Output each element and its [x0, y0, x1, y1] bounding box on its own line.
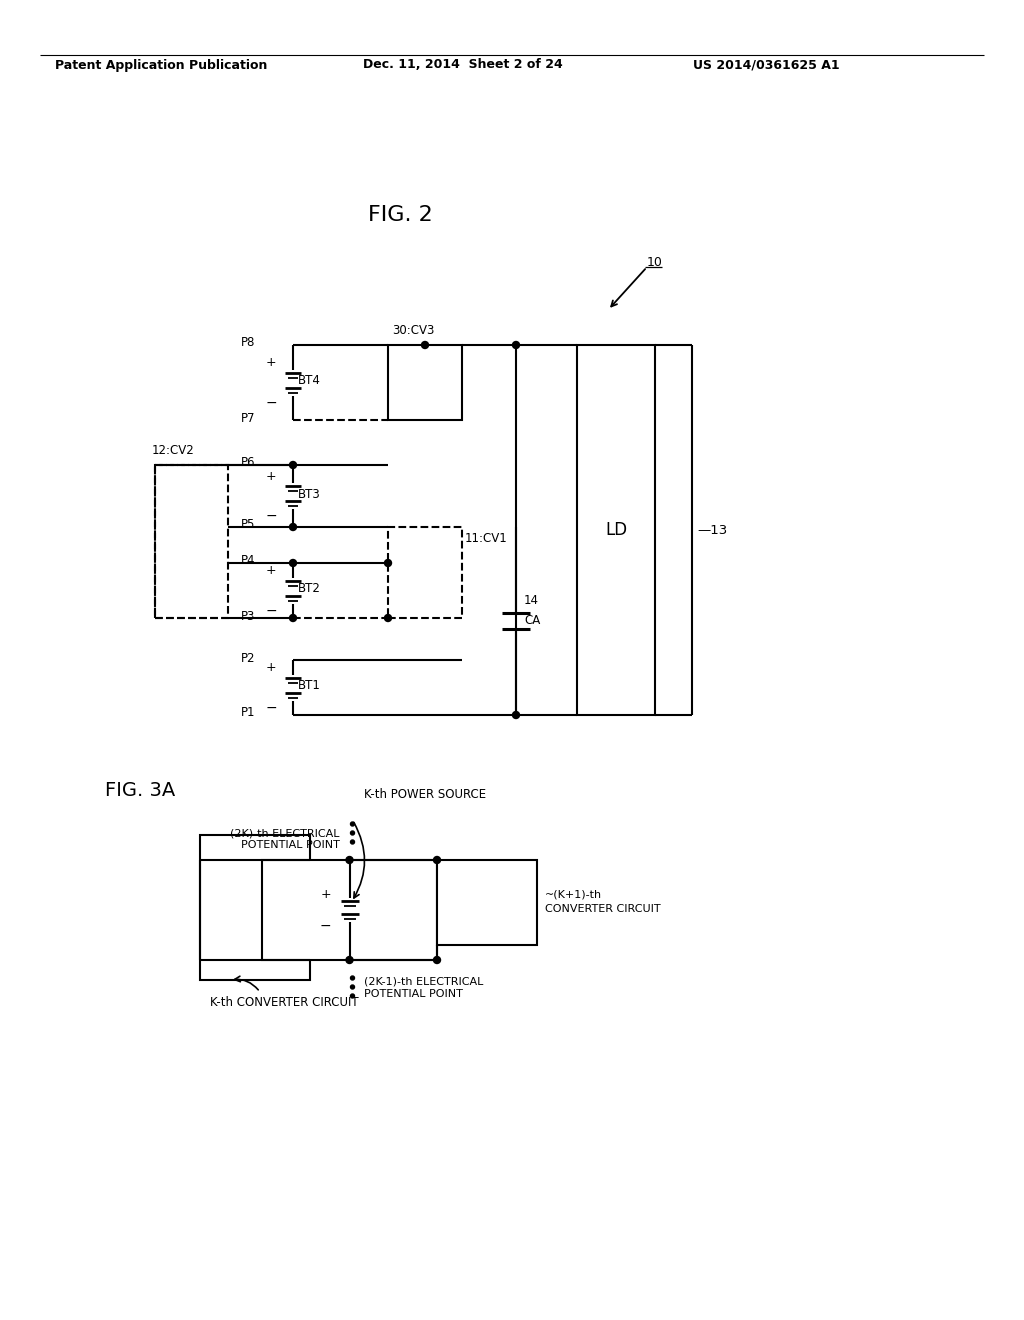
Text: P7: P7 [241, 412, 255, 425]
Text: +: + [265, 564, 276, 577]
Text: +: + [265, 356, 276, 370]
Text: Dec. 11, 2014  Sheet 2 of 24: Dec. 11, 2014 Sheet 2 of 24 [362, 58, 563, 71]
Bar [200, 836, 310, 979]
Text: BT3: BT3 [298, 487, 321, 500]
Bar [262, 861, 437, 960]
Text: P1: P1 [241, 706, 255, 719]
Text: P6: P6 [241, 457, 255, 470]
Circle shape [422, 342, 428, 348]
Text: (2K)-th ELECTRICAL: (2K)-th ELECTRICAL [230, 828, 340, 838]
Circle shape [384, 615, 391, 622]
Text: Patent Application Publication: Patent Application Publication [55, 58, 267, 71]
Text: POTENTIAL POINT: POTENTIAL POINT [241, 840, 340, 850]
Text: 14: 14 [524, 594, 539, 607]
Text: +: + [321, 887, 331, 900]
Text: 10: 10 [647, 256, 663, 268]
Bar [577, 345, 655, 715]
Text: (2K-1)-th ELECTRICAL: (2K-1)-th ELECTRICAL [365, 977, 484, 987]
Text: K-th CONVERTER CIRCUIT: K-th CONVERTER CIRCUIT [210, 995, 358, 1008]
Circle shape [290, 560, 297, 566]
Text: −: − [319, 919, 332, 933]
Text: −: − [265, 701, 276, 714]
Text: —13: —13 [697, 524, 727, 536]
Text: BT4: BT4 [298, 374, 321, 387]
Circle shape [346, 957, 353, 964]
Circle shape [290, 462, 297, 469]
Text: FIG. 2: FIG. 2 [368, 205, 432, 224]
Text: +: + [265, 470, 276, 483]
Text: P8: P8 [241, 337, 255, 350]
Circle shape [350, 975, 354, 979]
Text: P5: P5 [241, 519, 255, 532]
Text: 30:CV3: 30:CV3 [392, 325, 434, 338]
Circle shape [350, 822, 354, 826]
Text: −: − [265, 396, 276, 409]
Circle shape [512, 342, 519, 348]
Text: POTENTIAL POINT: POTENTIAL POINT [365, 989, 464, 999]
Circle shape [512, 711, 519, 718]
Text: CA: CA [524, 615, 541, 627]
Circle shape [350, 985, 354, 989]
Bar [437, 861, 537, 945]
Text: −: − [265, 603, 276, 618]
Circle shape [433, 957, 440, 964]
Text: P3: P3 [241, 610, 255, 623]
Text: BT1: BT1 [298, 678, 321, 692]
Text: +: + [265, 661, 276, 675]
Circle shape [346, 857, 353, 863]
Text: CONVERTER CIRCUIT: CONVERTER CIRCUIT [545, 903, 660, 913]
Circle shape [384, 560, 391, 566]
Text: LD: LD [605, 521, 627, 539]
Circle shape [350, 840, 354, 843]
Text: 11:CV1: 11:CV1 [465, 532, 508, 545]
Bar [388, 527, 462, 618]
Text: −: − [265, 510, 276, 523]
Text: ~(K+1)-th: ~(K+1)-th [545, 890, 602, 899]
Text: BT2: BT2 [298, 582, 321, 595]
Text: P2: P2 [241, 652, 255, 664]
Circle shape [290, 615, 297, 622]
Text: K-th POWER SOURCE: K-th POWER SOURCE [365, 788, 486, 801]
Circle shape [350, 832, 354, 836]
Bar [155, 465, 228, 618]
Text: P4: P4 [241, 554, 255, 568]
Text: US 2014/0361625 A1: US 2014/0361625 A1 [693, 58, 840, 71]
Circle shape [350, 994, 354, 998]
Text: 12:CV2: 12:CV2 [152, 445, 195, 458]
Bar [388, 345, 462, 420]
Circle shape [433, 857, 440, 863]
Text: FIG. 3A: FIG. 3A [105, 780, 175, 800]
Circle shape [290, 524, 297, 531]
